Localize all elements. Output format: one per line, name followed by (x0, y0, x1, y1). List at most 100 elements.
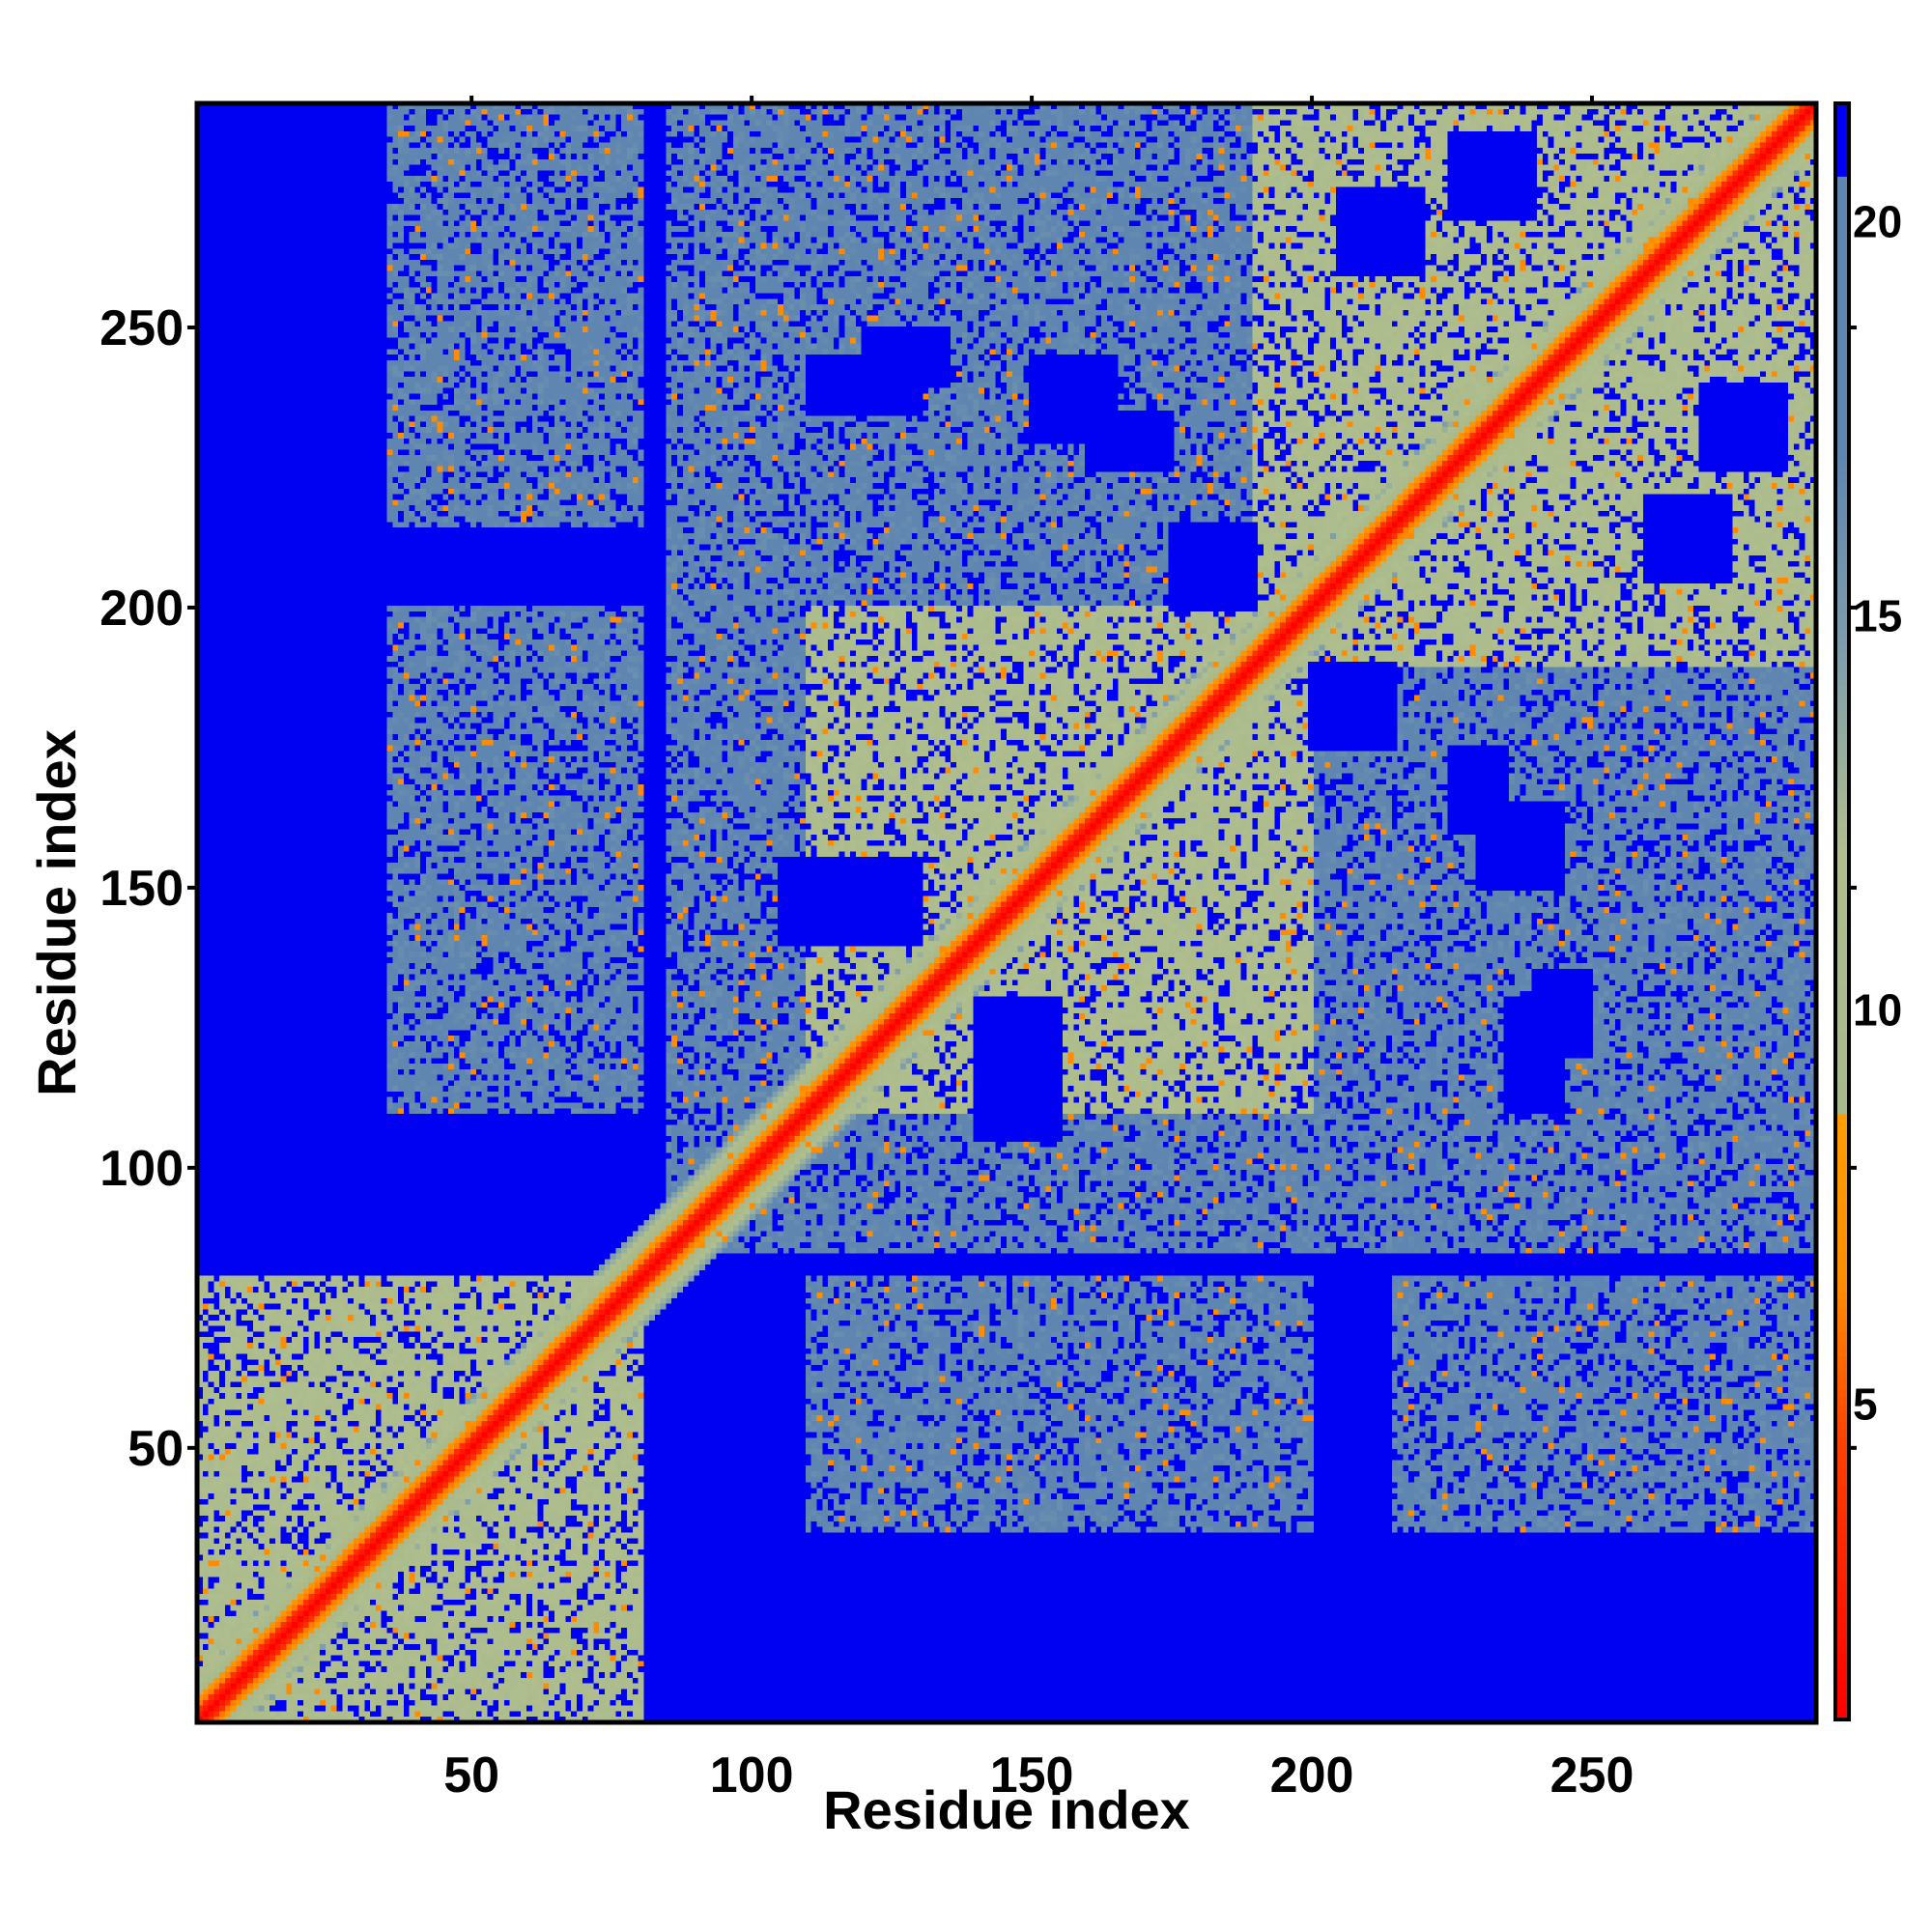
colorbar-segment (1835, 241, 1849, 250)
colorbar-segment (1835, 354, 1849, 363)
colorbar-segment (1835, 1605, 1849, 1615)
colorbar-segment (1835, 1638, 1849, 1648)
colorbar-segment (1835, 1137, 1849, 1147)
colorbar-segment (1835, 281, 1849, 290)
colorbar-segment (1835, 434, 1849, 443)
colorbar-segment (1835, 491, 1849, 500)
colorbar-segment (1835, 1549, 1849, 1559)
colorbar-segment (1835, 483, 1849, 493)
colorbar-tick-label: 10 (1853, 985, 1902, 1036)
colorbar-segment (1835, 733, 1849, 743)
colorbar-segment (1835, 709, 1849, 719)
colorbar-segment (1835, 1000, 1849, 1009)
colorbar-segment (1835, 1266, 1849, 1276)
colorbar-segment (1835, 1024, 1849, 1034)
colorbar-segment (1835, 361, 1849, 371)
colorbar-segment (1835, 523, 1849, 532)
colorbar-segment (1835, 1250, 1849, 1260)
colorbar-segment (1835, 370, 1849, 380)
colorbar-segment (1835, 798, 1849, 808)
colorbar-segment (1835, 1178, 1849, 1187)
colorbar-segment (1835, 943, 1849, 952)
colorbar-segment (1835, 256, 1849, 266)
colorbar-segment (1835, 725, 1849, 735)
colorbar-segment (1835, 1105, 1849, 1115)
colorbar-segment (1835, 329, 1849, 339)
colorbar-segment (1835, 272, 1849, 282)
colorbar-segment (1835, 572, 1849, 582)
colorbar-segment (1835, 863, 1849, 872)
colorbar-segment (1835, 927, 1849, 937)
colorbar-segment (1835, 410, 1849, 419)
colorbar-segment (1835, 1566, 1849, 1576)
colorbar-segment (1835, 741, 1849, 751)
colorbar-segment (1835, 1121, 1849, 1130)
y-tick-label: 50 (128, 1421, 184, 1477)
colorbar-segment (1835, 1032, 1849, 1041)
colorbar-segment (1835, 498, 1849, 508)
colorbar-segment (1835, 822, 1849, 832)
colorbar-segment (1835, 1444, 1849, 1454)
colorbar-segment (1835, 418, 1849, 428)
colorbar-segment (1835, 1670, 1849, 1680)
colorbar-segment (1835, 450, 1849, 460)
colorbar-segment (1835, 305, 1849, 315)
colorbar-segment (1835, 1517, 1849, 1526)
colorbar-segment (1835, 1057, 1849, 1066)
colorbar-tick-label: 5 (1853, 1379, 1878, 1430)
colorbar-segment (1835, 103, 1849, 112)
colorbar: 5 10 15 20 (1833, 101, 1902, 1721)
colorbar-segment (1835, 1509, 1849, 1519)
colorbar-segment (1835, 1235, 1849, 1244)
x-tick-label: 100 (710, 1747, 794, 1804)
colorbar-segment (1835, 1461, 1849, 1470)
colorbar-segment (1835, 402, 1849, 412)
colorbar-segment (1835, 297, 1849, 306)
colorbar-segment (1835, 111, 1849, 121)
colorbar-segment (1835, 1404, 1849, 1413)
colorbar-segment (1835, 128, 1849, 137)
colorbar-segment (1835, 1283, 1849, 1293)
plot-frame (194, 100, 1819, 1725)
colorbar-segment (1835, 1662, 1849, 1672)
colorbar-segment (1835, 337, 1849, 347)
heatmap-image (197, 103, 1816, 1722)
colorbar-segment (1835, 1170, 1849, 1179)
colorbar-segment (1835, 1146, 1849, 1155)
colorbar-segment (1835, 1533, 1849, 1543)
colorbar-segment (1835, 1622, 1849, 1632)
colorbar-segment (1835, 1703, 1849, 1713)
colorbar-segment (1835, 846, 1849, 856)
colorbar-segment (1835, 459, 1849, 469)
colorbar-segment (1835, 224, 1849, 234)
colorbar-segment (1835, 1040, 1849, 1050)
colorbar-tick-label: 20 (1853, 196, 1902, 246)
colorbar-segment (1835, 1185, 1849, 1195)
colorbar-segment (1835, 289, 1849, 298)
colorbar-segment (1835, 838, 1849, 848)
colorbar-segment (1835, 604, 1849, 613)
colorbar-segment (1835, 176, 1849, 185)
colorbar-segment (1835, 1008, 1849, 1017)
colorbar-segment (1835, 935, 1849, 945)
colorbar-segment (1835, 313, 1849, 323)
colorbar-segment (1835, 426, 1849, 436)
colorbar-segment (1835, 806, 1849, 815)
colorbar-segment (1835, 911, 1849, 921)
x-tick-label: 150 (990, 1747, 1074, 1804)
colorbar-segment (1835, 184, 1849, 193)
colorbar-segment (1835, 474, 1849, 484)
colorbar-segment (1835, 781, 1849, 791)
colorbar-segment (1835, 1574, 1849, 1583)
colorbar-segment (1835, 992, 1849, 1002)
colorbar-segment (1835, 378, 1849, 387)
colorbar-segment (1835, 1590, 1849, 1600)
colorbar-segment (1835, 539, 1849, 549)
colorbar-segment (1835, 854, 1849, 864)
colorbar-segment (1835, 628, 1849, 638)
colorbar-segment (1835, 1492, 1849, 1502)
colorbar-segment (1835, 1242, 1849, 1252)
colorbar-segment (1835, 757, 1849, 767)
colorbar-segment (1835, 321, 1849, 330)
colorbar-segment (1835, 1687, 1849, 1696)
